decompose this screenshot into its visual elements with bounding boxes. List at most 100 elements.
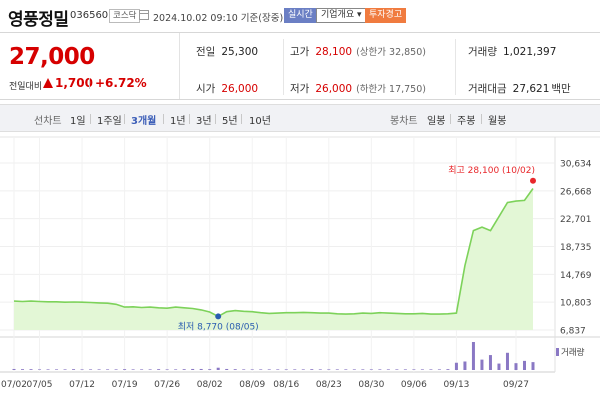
volume-bar — [522, 360, 526, 370]
x-tick-label: 08/16 — [273, 380, 299, 390]
stat-label: 전일 — [196, 46, 216, 58]
volume-bar — [208, 369, 212, 370]
change-value: 1,700 — [55, 76, 93, 90]
divider — [241, 114, 242, 124]
prev-change-label: 전일대비 — [9, 82, 43, 92]
stat-volume: 거래량 1,021,397 — [468, 44, 556, 59]
volume-bar — [72, 369, 76, 370]
market-badge: 코스닥 — [109, 9, 141, 23]
candle-chart-label: 봉차트 — [390, 116, 418, 127]
price-summary: 27,000 전일대비 1,700 +6.72% 전일 25,300 시가 26,0… — [0, 32, 600, 100]
stat-label: 시가 — [196, 83, 216, 95]
x-tick-label: 08/23 — [316, 380, 342, 390]
y-tick-label: 30,634 — [560, 160, 592, 170]
tab-1y[interactable]: 1년 — [170, 116, 186, 127]
x-tick-label: 07/05 — [27, 380, 53, 390]
volume-bar — [412, 369, 416, 370]
volume-bar — [174, 369, 178, 370]
volume-bar — [403, 369, 407, 370]
company-overview-dropdown[interactable]: 기업개요 ▾ — [316, 8, 367, 23]
tab-daily[interactable]: 일봉 — [427, 116, 446, 127]
tab-weekly[interactable]: 주봉 — [457, 116, 476, 127]
price-chart[interactable]: 30,634 26,668 22,701 18,735 14,769 10,803 6,83… — [0, 132, 600, 403]
x-tick-label: 09/27 — [503, 380, 529, 390]
stat-high: 고가 28,100 (상한가 32,850) — [290, 44, 426, 59]
volume-bar — [514, 363, 518, 370]
stat-label: 저가 — [290, 83, 310, 95]
column-divider — [283, 39, 284, 95]
price-line — [13, 188, 534, 318]
stat-open: 시가 26,000 — [196, 81, 258, 96]
x-tick-label: 08/09 — [239, 380, 265, 390]
stat-value: 28,100 — [315, 46, 353, 58]
investment-warning-badge[interactable]: 투자경고 — [365, 8, 407, 23]
volume-bar — [199, 368, 203, 370]
x-tick-label: 07/26 — [154, 380, 180, 390]
divider — [90, 114, 91, 124]
volume-bar — [361, 369, 365, 370]
stock-name: 영풍정밀 — [8, 10, 69, 30]
tab-1d[interactable]: 1일 — [70, 116, 86, 127]
volume-bar — [38, 369, 42, 370]
stat-sub: (상한가 32,850) — [356, 47, 426, 58]
volume-bar — [131, 369, 135, 370]
min-label: 최저 8,770 (08/05) — [178, 321, 259, 332]
volume-bar — [310, 369, 314, 370]
volume-bar — [369, 369, 373, 370]
volume-bar — [191, 368, 195, 370]
volume-bar — [497, 363, 501, 370]
volume-bar — [55, 369, 59, 370]
volume-bar — [531, 362, 535, 370]
price-chart-svg[interactable]: 30,634 26,668 22,701 18,735 14,769 10,803 6,83… — [0, 132, 600, 403]
tab-3y[interactable]: 3년 — [196, 116, 212, 127]
volume-bar — [165, 369, 169, 370]
x-tick-label: 09/13 — [443, 380, 469, 390]
volume-bar — [505, 352, 509, 370]
volume-bar — [140, 369, 144, 370]
change-percent: +6.72% — [95, 76, 147, 90]
volume-bar — [420, 369, 424, 370]
tab-1w[interactable]: 1주일 — [97, 116, 122, 127]
realtime-button[interactable]: 실시간 — [284, 8, 317, 23]
volume-bar — [454, 362, 458, 370]
min-point-dot — [215, 313, 222, 320]
volume-legend-label: 거래량 — [561, 347, 585, 358]
stat-value: 26,000 — [315, 83, 353, 95]
volume-bar — [259, 369, 263, 370]
divider — [215, 114, 216, 124]
tab-monthly[interactable]: 월봉 — [488, 116, 507, 127]
volume-bar — [148, 369, 152, 370]
x-tick-label: 08/30 — [358, 380, 384, 390]
volume-bar — [284, 369, 288, 370]
x-tick-label: 07/12 — [69, 380, 95, 390]
tab-5y[interactable]: 5년 — [222, 116, 238, 127]
stat-label: 거래량 — [468, 46, 497, 58]
stat-label: 거래대금 — [468, 83, 507, 95]
volume-bar — [437, 369, 441, 370]
line-chart-label: 선차트 — [34, 116, 62, 127]
max-point-dot — [530, 177, 536, 184]
volume-bar — [352, 369, 356, 370]
divider — [450, 114, 451, 124]
chart-period-tabs: 선차트 1일 1주일 3개월 1년 3년 5년 10년 봉차트 일봉 주봉 월봉 — [0, 104, 600, 132]
volume-bar — [429, 369, 433, 370]
current-price-box: 27,000 전일대비 1,700 +6.72% — [0, 33, 180, 99]
volume-bar — [97, 369, 101, 370]
current-price: 27,000 — [9, 44, 95, 70]
tab-3m[interactable]: 3개월 — [131, 116, 157, 127]
volume-bar — [225, 368, 229, 370]
y-tick-label: 10,803 — [560, 299, 592, 309]
stat-value: 26,000 — [221, 83, 259, 95]
x-tick-label: 07/02 — [1, 380, 27, 390]
volume-bar — [182, 369, 186, 370]
volume-bar — [276, 369, 280, 370]
tab-10y[interactable]: 10년 — [249, 116, 271, 127]
up-arrow-icon — [43, 78, 53, 88]
price-area-fill — [14, 188, 533, 330]
volume-bar — [89, 369, 93, 370]
y-tick-label: 6,837 — [560, 327, 586, 337]
volume-bar — [216, 367, 220, 370]
volume-bar — [267, 369, 271, 370]
volume-bar — [395, 369, 399, 370]
volume-bar — [471, 342, 475, 370]
